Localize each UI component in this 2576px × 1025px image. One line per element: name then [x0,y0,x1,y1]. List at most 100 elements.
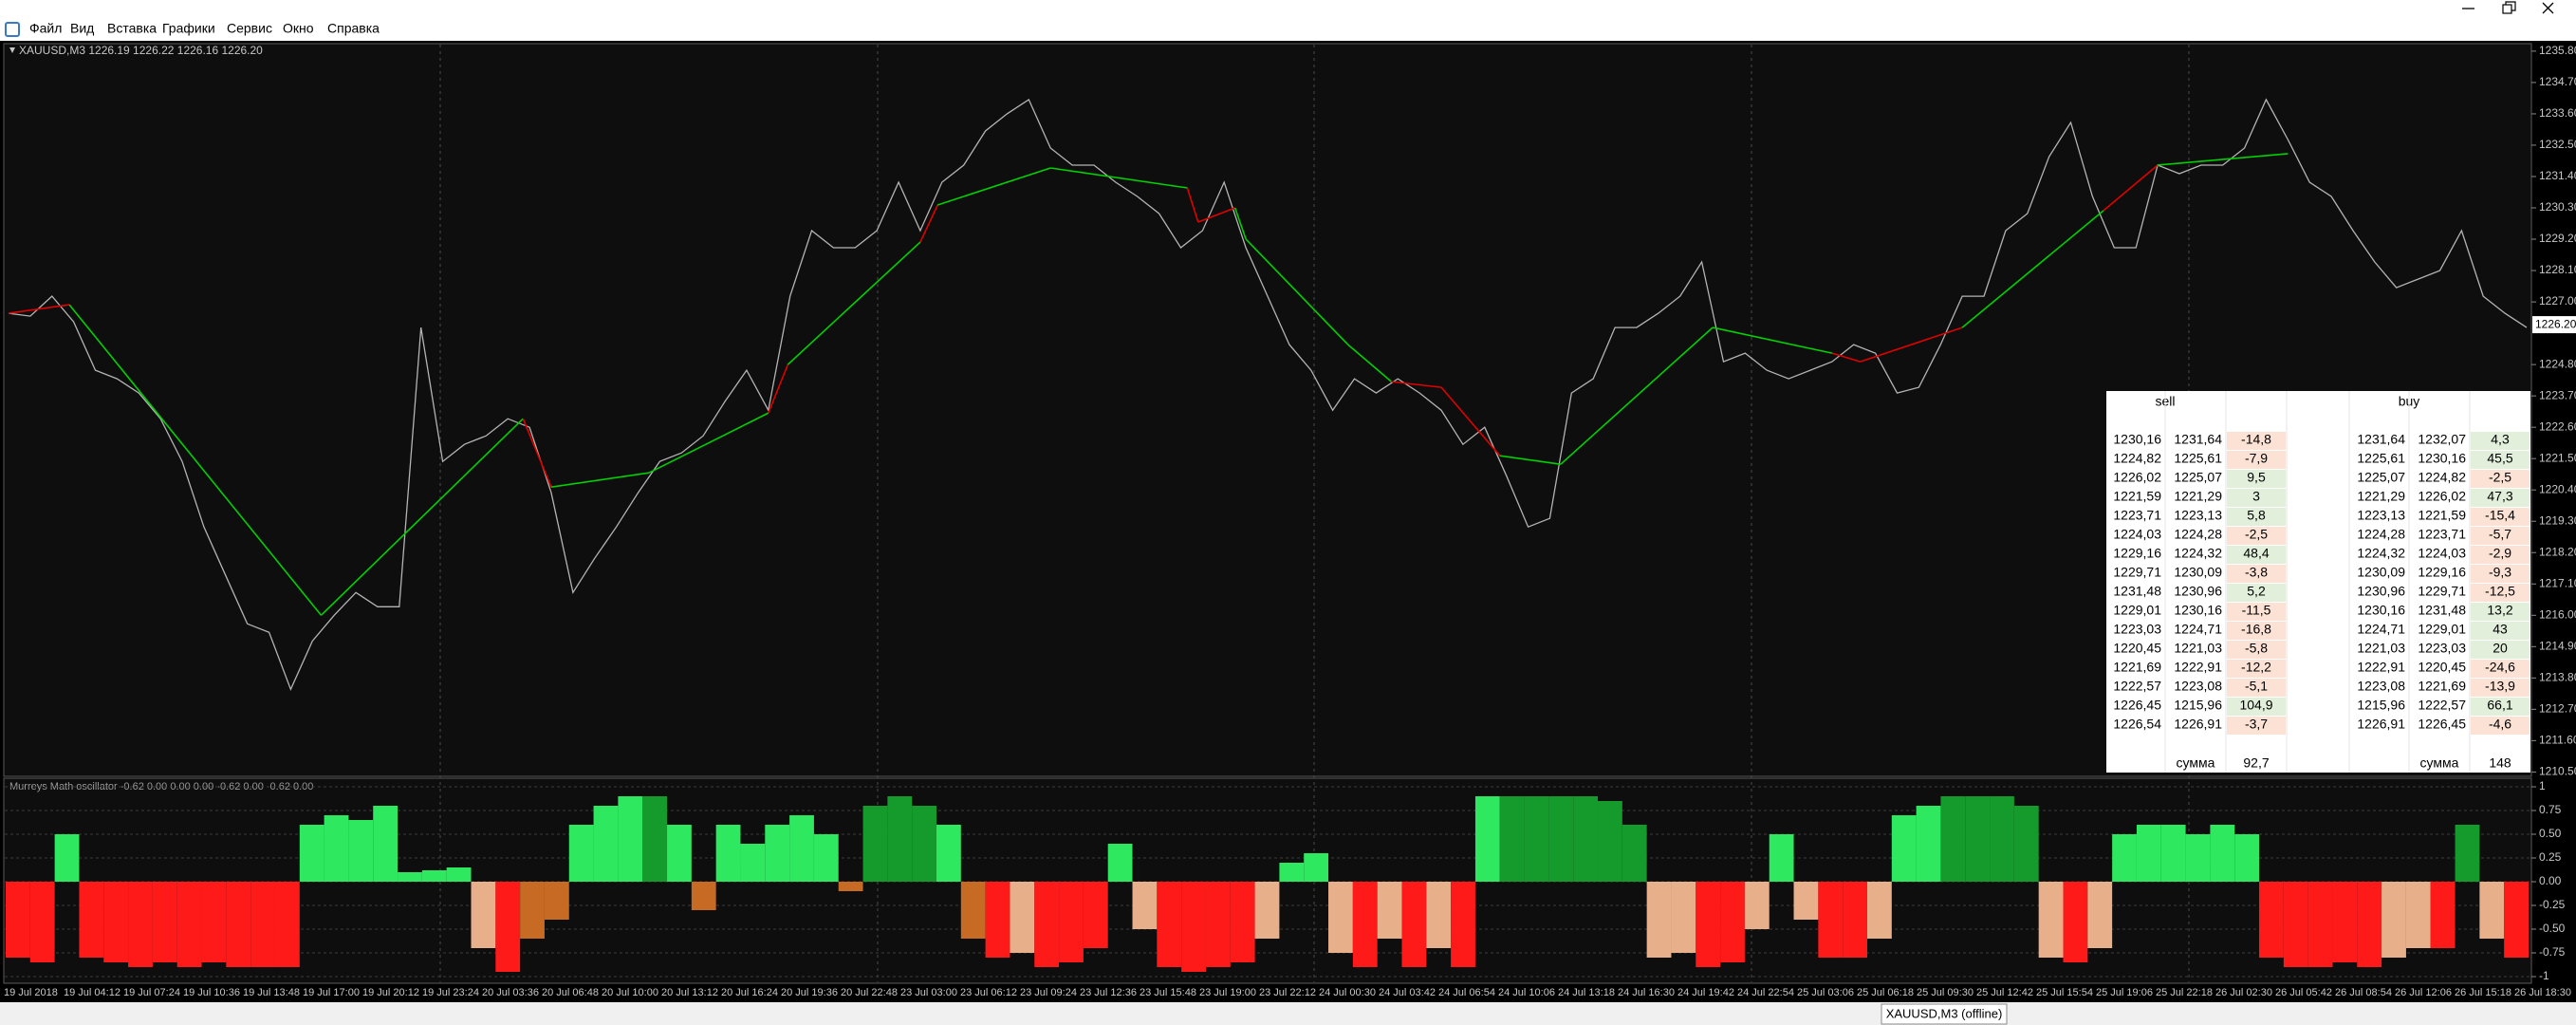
pnl-value: -7,9 [2245,451,2268,466]
price-cell: 1225,61 [2174,451,2222,466]
price-cell: 1229,16 [2113,546,2161,561]
oscillator-bar [740,844,766,882]
pnl-value: 20 [2493,641,2508,656]
pnl-value: -2,9 [2489,546,2511,561]
oscillator-bar [299,825,324,882]
menu-item[interactable]: Вставка [107,21,157,36]
oscillator-bar [103,882,129,962]
menu-item[interactable]: Окно [283,21,314,36]
zigzag-segment [1440,386,1501,457]
menu-item[interactable]: Справка [327,21,380,36]
price-cell: 1226,91 [2174,717,2222,732]
close-button[interactable] [2542,2,2554,14]
x-tick-label: 19 Jul 2018 [4,987,58,998]
x-tick-label: 23 Jul 09:24 [1020,987,1077,998]
zigzag-segment [1499,455,1561,465]
price-cell: 1231,48 [2418,603,2466,618]
content: Файл Вид Вставка Графики Сервис Окно Справка 12… [4,21,2576,998]
price-cell: 1223,71 [2418,527,2466,542]
x-tick-label: 24 Jul 00:30 [1319,987,1376,998]
price-cell: 1223,13 [2357,508,2405,523]
chart-tab[interactable] [1881,1003,2008,1025]
price-cell: 1223,08 [2174,679,2222,694]
menu-item[interactable]: Графики [162,21,215,36]
price-cell: 1223,13 [2174,508,2222,523]
price-cell: 1230,16 [2418,451,2466,466]
oscillator-bar [1573,796,1599,882]
pnl-cell [2471,698,2530,716]
zigzag-segment [787,241,921,365]
pnl-cell [2227,603,2286,621]
price-cell: 1226,02 [2418,489,2466,504]
oscillator-bar [2381,882,2406,958]
price-cell: 1229,01 [2418,622,2466,637]
oscillator-bar [1328,882,1353,953]
price-cell: 1231,64 [2357,432,2405,447]
price-cell: 1230,09 [2357,565,2405,580]
y-tick-label: 1222.60 [2539,419,2576,433]
oscillator-bar [1891,815,1917,882]
x-tick-label: 19 Jul 20:12 [362,987,419,998]
oscillator-bar [2013,806,2039,882]
pnl-value: -13,9 [2485,679,2515,694]
menu-item[interactable]: Сервис [227,21,272,36]
price-cell: 1224,03 [2113,527,2161,542]
oscillator-bar [1157,882,1182,967]
oscillator-bar [960,882,986,939]
menu-item[interactable]: Файл [29,21,62,36]
price-cell: 1231,48 [2113,584,2161,599]
price-cell: 1231,64 [2174,432,2222,447]
app-icon[interactable] [5,22,20,37]
zigzag-segment [522,418,552,488]
price-cell: 1221,29 [2174,489,2222,504]
price-cell: 1221,03 [2357,641,2405,656]
price-cell: 1215,96 [2174,698,2222,713]
x-tick-label: 26 Jul 05:42 [2275,987,2332,998]
x-tick-label: 24 Jul 03:42 [1379,987,1436,998]
x-tick-label: 26 Jul 02:30 [2215,987,2272,998]
zigzag-segment [1050,167,1188,189]
pnl-value: -4,6 [2489,717,2511,732]
pnl-value: -12,5 [2485,584,2515,599]
oscillator-bar [2087,882,2113,948]
pnl-value: 13,2 [2487,603,2512,618]
menu-item[interactable]: Вид [70,21,94,36]
pnl-value: -9,3 [2489,565,2511,580]
oscillator-bar [2283,882,2308,967]
oscillator-bar [324,815,349,882]
x-tick-label: 25 Jul 06:18 [1857,987,1914,998]
zigzag-segment [8,304,70,314]
pnl-cell [2471,717,2530,735]
y-tick-label: 1228.10 [2539,263,2576,276]
oscillator-bar [1916,806,1941,882]
oscillator-bar [152,882,177,962]
price-line [8,98,2528,691]
price-cell: 1225,07 [2174,470,2222,485]
price-cell: 1232,07 [2418,432,2466,447]
pnl-value: -15,4 [2485,508,2515,523]
oscillator-bar [2504,882,2529,958]
menu-bar [0,0,2576,41]
chart-tab-label[interactable]: XAUUSD,M3 (offline) [1886,1006,2003,1020]
x-tick-label: 26 Jul 15:18 [2455,987,2511,998]
pnl-cell [2227,660,2286,678]
pnl-cell [2227,470,2286,488]
restore-button[interactable] [2502,1,2516,14]
oscillator-bar [1254,882,1280,939]
oscillator-bar [568,825,594,882]
oscillator-bar [642,796,668,882]
oscillator-bar [1451,882,1475,967]
y-tick-label: 1233.60 [2539,106,2576,120]
x-tick-label: 25 Jul 12:42 [1976,987,2033,998]
oscillator-bar [1769,834,1794,882]
x-tick-label: 25 Jul 22:18 [2156,987,2213,998]
oscillator-bar [985,882,1010,958]
oscillator-bar [348,820,374,882]
oscillator-bar [691,882,716,910]
oscillator-bar [2038,882,2064,958]
y-tick-label: 1235.80 [2539,44,2576,57]
x-tick-label: 23 Jul 15:48 [1140,987,1196,998]
oscillator-bar [813,834,839,882]
x-tick-label: 24 Jul 16:30 [1618,987,1675,998]
pnl-value: 47,3 [2487,489,2512,504]
